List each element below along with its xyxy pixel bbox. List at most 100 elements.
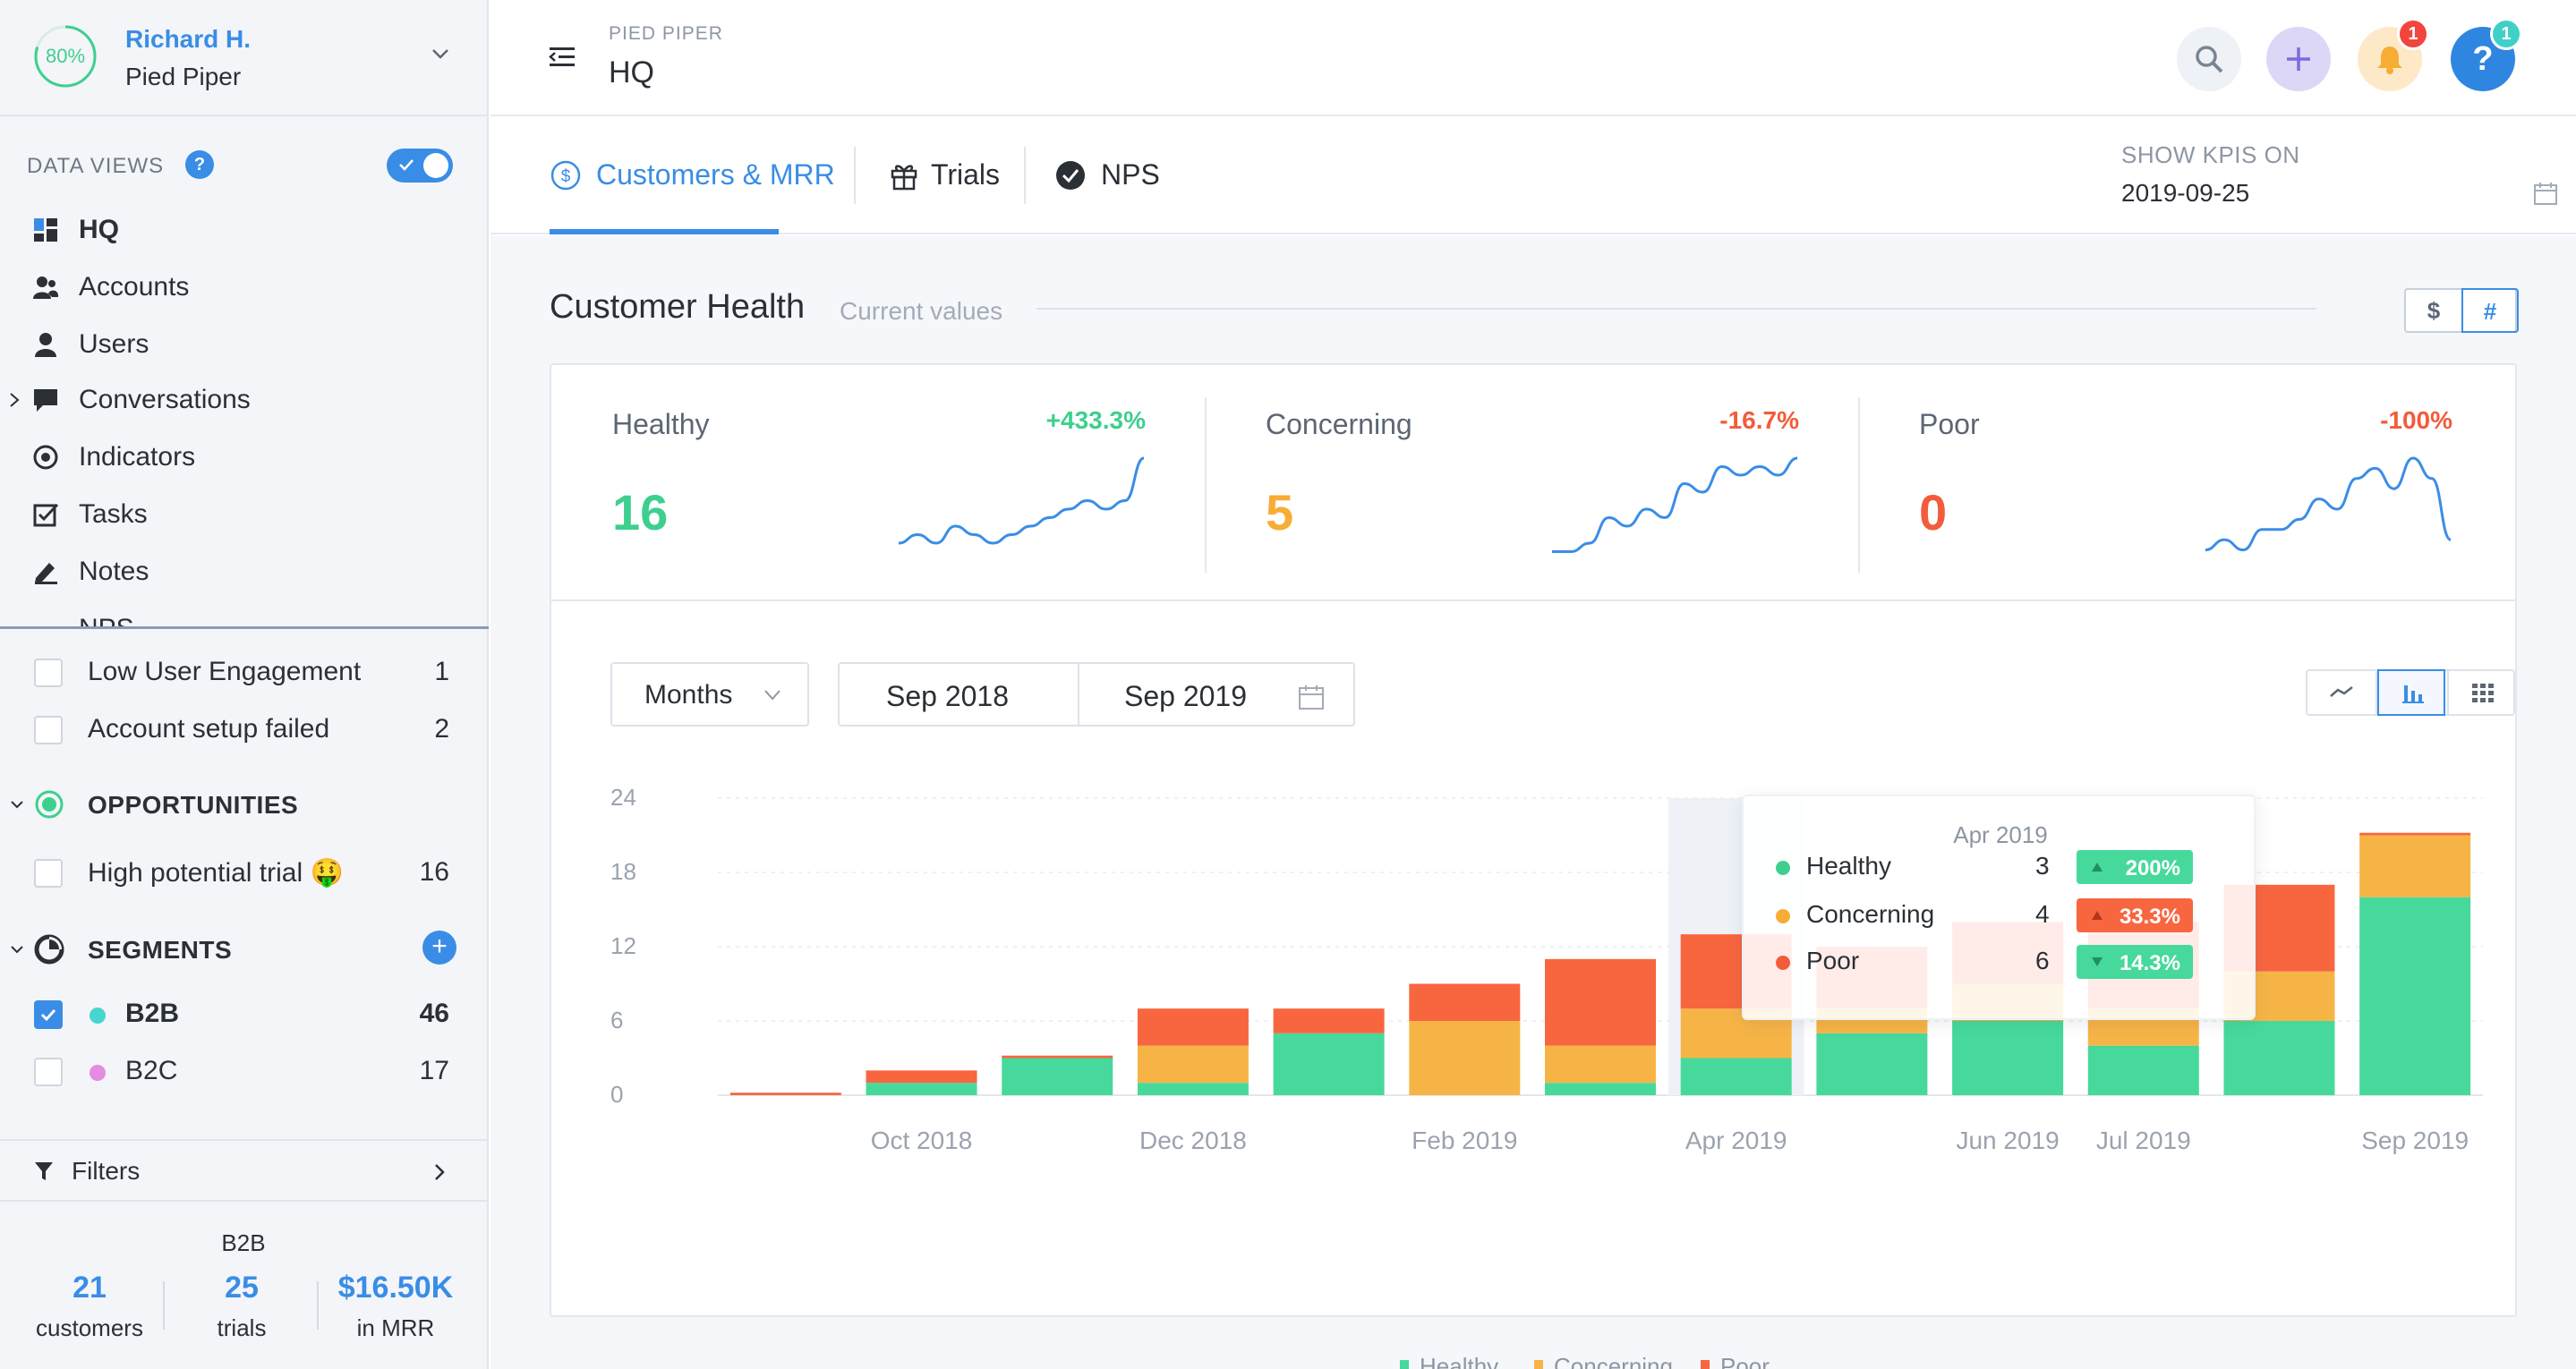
line-view-button[interactable] <box>2307 671 2376 714</box>
kpi-healthy[interactable]: Healthy +433.3% 16 <box>551 365 1205 601</box>
calendar-icon[interactable] <box>1298 684 1325 710</box>
range-start[interactable]: Sep 2018 <box>886 680 1010 712</box>
kpi-date-value[interactable]: 2019-09-25 <box>2121 179 2250 207</box>
bar-concerning[interactable] <box>1137 1045 1249 1084</box>
checkbox[interactable] <box>34 716 63 744</box>
search-button[interactable] <box>2177 27 2241 91</box>
segment-item-b2b[interactable]: B2B 46 <box>0 986 487 1040</box>
bar-concerning[interactable] <box>1545 1045 1656 1084</box>
section-title: Customer Health <box>550 288 806 326</box>
nav-label: Users <box>79 329 149 359</box>
tab-trials[interactable]: Trials <box>856 118 1022 234</box>
nav-item-notes[interactable]: Notes <box>0 544 487 598</box>
legend-label: Poor <box>1720 1353 1770 1369</box>
bar-poor[interactable] <box>1002 1055 1113 1059</box>
help-icon[interactable]: ? <box>185 150 214 179</box>
list-item[interactable]: High potential trial 🤑 16 <box>0 845 487 898</box>
x-tick-label: Oct 2018 <box>871 1127 973 1154</box>
date-range-picker[interactable]: Sep 2018 Sep 2019 <box>838 662 1355 727</box>
nav-item-accounts[interactable]: Accounts <box>0 259 487 313</box>
section-title: OPPORTUNITIES <box>88 791 299 819</box>
bar-view-button[interactable] <box>2377 669 2445 716</box>
collapse-menu-icon[interactable] <box>548 45 576 70</box>
data-views-toggle[interactable] <box>387 149 453 183</box>
nav-item-users[interactable]: Users <box>0 317 487 370</box>
bar-poor[interactable] <box>729 1093 841 1095</box>
dollar-circle-icon: $ <box>550 160 581 191</box>
bar-concerning[interactable] <box>2359 835 2471 897</box>
toggle-knob <box>423 153 448 178</box>
bar-healthy[interactable] <box>2223 1021 2335 1095</box>
kpi-concerning[interactable]: Concerning -16.7% 5 <box>1205 365 1858 601</box>
chevron-right-icon[interactable] <box>428 1161 451 1184</box>
profile-switcher[interactable]: 80% Richard H. Pied Piper <box>0 0 487 116</box>
calendar-icon[interactable] <box>2533 181 2558 206</box>
checkbox[interactable] <box>34 1058 63 1086</box>
bar-poor[interactable] <box>1137 1008 1249 1046</box>
nav-item-tasks[interactable]: Tasks <box>0 487 487 540</box>
unit-count-button[interactable]: # <box>2461 288 2519 333</box>
chart-view-toggle[interactable] <box>2306 669 2515 716</box>
tooltip-value: 3 <box>2035 852 2050 880</box>
filters-bar[interactable]: Filters <box>0 1139 487 1202</box>
chevron-down-icon[interactable] <box>428 41 453 66</box>
bar-healthy[interactable] <box>1273 1033 1385 1095</box>
nav-item-nps[interactable]: NPS <box>0 608 487 628</box>
section-title: SEGMENTS <box>88 936 233 964</box>
opportunities-section[interactable]: OPPORTUNITIES <box>0 777 487 830</box>
bar-poor[interactable] <box>1409 983 1521 1022</box>
svg-text:$: $ <box>561 167 571 186</box>
tab-label: Trials <box>931 158 1001 191</box>
bar-healthy[interactable] <box>1545 1083 1656 1095</box>
help-button[interactable]: ? 1 <box>2451 18 2522 91</box>
filters-label: Filters <box>72 1157 141 1185</box>
scroll-divider[interactable] <box>0 626 489 629</box>
unit-dollar-button[interactable]: $ <box>2427 297 2441 324</box>
range-end[interactable]: Sep 2019 <box>1124 680 1248 712</box>
nav-item-conversations[interactable]: Conversations <box>0 372 487 426</box>
add-button[interactable] <box>2266 27 2331 91</box>
y-tick-label: 0 <box>610 1081 623 1108</box>
unit-toggle[interactable]: $ # <box>2404 288 2519 333</box>
breadcrumb[interactable]: PIED PIPER <box>609 23 723 44</box>
kpi-value: 0 <box>1919 484 1948 540</box>
bar-healthy[interactable] <box>1816 1033 1928 1095</box>
opportunity-icon <box>35 790 64 819</box>
add-segment-button[interactable]: + <box>422 931 456 965</box>
list-item[interactable]: Account setup failed 2 <box>0 702 487 755</box>
chevron-down-icon[interactable] <box>9 941 25 957</box>
period-select[interactable]: Months <box>610 662 809 727</box>
notifications-button[interactable]: 1 <box>2358 18 2429 91</box>
change-chip: 33.3% <box>2077 898 2193 932</box>
chevron-down-icon[interactable] <box>9 796 25 812</box>
nav-item-hq[interactable]: HQ <box>0 202 487 256</box>
bar-healthy[interactable] <box>1137 1083 1249 1095</box>
grid-view-button[interactable] <box>2449 671 2517 714</box>
segment-item-b2c[interactable]: B2C 17 <box>0 1043 487 1097</box>
bar-healthy[interactable] <box>1952 1021 2064 1095</box>
tab-customers-mrr[interactable]: $ Customers & MRR <box>490 118 850 234</box>
task-icon <box>33 503 59 527</box>
checkbox[interactable] <box>34 859 63 888</box>
bar-poor[interactable] <box>2359 832 2471 836</box>
bar-healthy[interactable] <box>2087 1045 2199 1095</box>
list-item[interactable]: Low User Engagement 1 <box>0 644 487 698</box>
tab-nps[interactable]: NPS <box>1026 118 1201 234</box>
segments-section[interactable]: SEGMENTS <box>0 922 487 975</box>
bar-healthy[interactable] <box>2359 897 2471 1095</box>
bar-healthy[interactable] <box>866 1083 977 1095</box>
bar-poor[interactable] <box>866 1070 977 1084</box>
nav-item-indicators[interactable]: Indicators <box>0 429 487 483</box>
checkbox[interactable] <box>34 659 63 687</box>
kpi-poor[interactable]: Poor -100% 0 <box>1858 365 2512 601</box>
bar-healthy[interactable] <box>1002 1058 1113 1096</box>
checkbox-checked[interactable] <box>34 1000 63 1029</box>
bar-healthy[interactable] <box>1680 1058 1792 1096</box>
x-tick-label: Jun 2019 <box>1956 1127 2059 1154</box>
bar-poor[interactable] <box>1273 1008 1385 1033</box>
chevron-right-icon[interactable] <box>7 392 21 408</box>
bar-concerning[interactable] <box>1409 1021 1521 1095</box>
chevron-down-icon <box>764 690 780 701</box>
bar-poor[interactable] <box>1545 958 1656 1046</box>
health-ring-icon <box>34 25 97 88</box>
